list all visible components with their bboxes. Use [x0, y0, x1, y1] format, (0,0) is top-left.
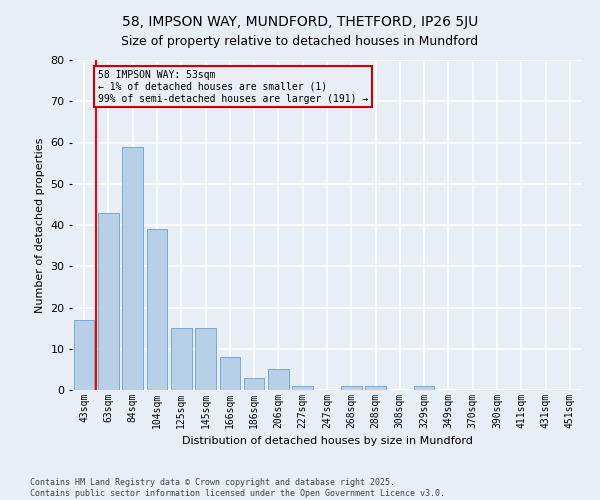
Bar: [341, 386, 362, 390]
Bar: [122, 146, 143, 390]
Bar: [292, 386, 313, 390]
Text: Contains HM Land Registry data © Crown copyright and database right 2025.
Contai: Contains HM Land Registry data © Crown c…: [30, 478, 445, 498]
Bar: [244, 378, 265, 390]
Text: 58, IMPSON WAY, MUNDFORD, THETFORD, IP26 5JU: 58, IMPSON WAY, MUNDFORD, THETFORD, IP26…: [122, 15, 478, 29]
Y-axis label: Number of detached properties: Number of detached properties: [35, 138, 44, 312]
Bar: [220, 357, 240, 390]
Bar: [98, 212, 119, 390]
Bar: [146, 229, 167, 390]
Bar: [268, 370, 289, 390]
Text: Size of property relative to detached houses in Mundford: Size of property relative to detached ho…: [121, 35, 479, 48]
Bar: [365, 386, 386, 390]
Bar: [171, 328, 191, 390]
Bar: [74, 320, 94, 390]
Text: 58 IMPSON WAY: 53sqm
← 1% of detached houses are smaller (1)
99% of semi-detache: 58 IMPSON WAY: 53sqm ← 1% of detached ho…: [97, 70, 368, 104]
Bar: [414, 386, 434, 390]
Bar: [195, 328, 216, 390]
X-axis label: Distribution of detached houses by size in Mundford: Distribution of detached houses by size …: [182, 436, 472, 446]
